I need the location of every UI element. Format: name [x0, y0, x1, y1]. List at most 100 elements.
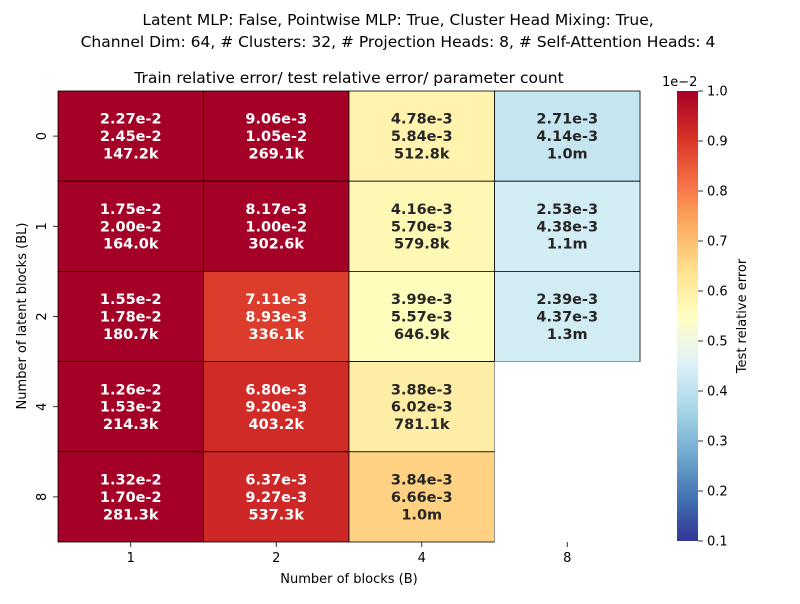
cell-annotation-line: 3.88e-3 [391, 382, 453, 398]
heatmap-cell [203, 361, 350, 453]
cell-annotation-line: 2.00e-2 [100, 219, 162, 235]
cell-annotation: 1.26e-2 1.53e-2 214.3k [100, 382, 162, 433]
cell-annotation-line: 302.6k [248, 237, 304, 253]
cell-annotation: 8.17e-3 1.00e-2 302.6k [245, 202, 307, 253]
y-tick-label: 8 [35, 493, 50, 501]
cell-annotation-line: 6.37e-3 [245, 472, 307, 488]
cell-annotation-line: 1.70e-2 [100, 490, 162, 506]
heatmap-cell [494, 270, 641, 362]
cell-annotation: 1.32e-2 1.70e-2 281.3k [100, 472, 162, 523]
heatmap-cell [348, 361, 495, 453]
heatmap-cell [57, 270, 204, 362]
colorbar-scale-label: 1e−2 [662, 75, 697, 90]
cell-annotation: 6.80e-3 9.20e-3 403.2k [245, 382, 307, 433]
cell-annotation-line: 3.84e-3 [391, 472, 453, 488]
cell-annotation: 1.55e-2 1.78e-2 180.7k [100, 292, 162, 343]
cell-annotation-line: 6.66e-3 [391, 490, 453, 506]
cell-annotation-line: 5.70e-3 [391, 219, 453, 235]
cell-annotation-line: 4.16e-3 [391, 202, 453, 218]
cell-annotation-line: 1.75e-2 [100, 202, 162, 218]
heatmap-cell [494, 90, 641, 182]
cell-annotation-line: 1.05e-2 [245, 129, 307, 145]
cell-annotation-line: 8.17e-3 [245, 202, 307, 218]
cell-annotation: 3.84e-3 6.66e-3 1.0m [391, 472, 453, 523]
heatmap-cell-empty [494, 451, 640, 542]
cell-annotation: 4.16e-3 5.70e-3 579.8k [391, 202, 453, 253]
colorbar-tick-label: 1.0 [707, 85, 728, 100]
cell-annotation-line: 1.78e-2 [100, 309, 162, 325]
cell-annotation: 9.06e-3 1.05e-2 269.1k [245, 112, 307, 163]
cell-annotation-line: 5.84e-3 [391, 129, 453, 145]
cell-annotation-line: 180.7k [103, 327, 159, 343]
heatmap-cell [348, 451, 495, 543]
cell-annotation-line: 646.9k [394, 327, 450, 343]
cell-annotation-line: 4.38e-3 [536, 219, 598, 235]
cell-annotation-line: 1.3m [547, 327, 588, 343]
cell-annotation-line: 1.32e-2 [100, 472, 162, 488]
y-tick-label: 0 [35, 132, 50, 140]
suptitle-line-1: Latent MLP: False, Pointwise MLP: True, … [142, 11, 653, 29]
cell-annotation-line: 5.57e-3 [391, 309, 453, 325]
cell-annotation-line: 8.93e-3 [245, 309, 307, 325]
cell-annotation-line: 1.55e-2 [100, 292, 162, 308]
heatmap-cell [348, 90, 495, 182]
cell-annotation-line: 2.71e-3 [536, 112, 598, 128]
suptitle-line-2: Channel Dim: 64, # Clusters: 32, # Proje… [81, 33, 716, 51]
heatmap-cell [494, 180, 641, 272]
x-tick-label: 4 [418, 551, 426, 566]
cell-annotation-line: 1.26e-2 [100, 382, 162, 398]
cell-annotation: 7.11e-3 8.93e-3 336.1k [245, 292, 307, 343]
cell-annotation: 6.37e-3 9.27e-3 537.3k [245, 472, 307, 523]
cell-annotation-line: 403.2k [248, 417, 304, 433]
cell-annotation-line: 3.99e-3 [391, 292, 453, 308]
cell-annotation-line: 781.1k [394, 417, 450, 433]
cell-annotation-line: 147.2k [103, 146, 159, 162]
cell-annotation-line: 214.3k [103, 417, 159, 433]
colorbar-tick-label: 0.1 [707, 535, 728, 550]
colorbar-tick-label: 0.7 [707, 235, 728, 250]
x-axis-ticks: 1 2 4 8 [127, 542, 571, 566]
colorbar-tick-label: 0.4 [707, 385, 728, 400]
cell-annotation-line: 9.27e-3 [245, 490, 307, 506]
colorbar-tick-label: 0.3 [707, 435, 728, 450]
cell-annotation-line: 9.06e-3 [245, 112, 307, 128]
cell-annotation: 3.99e-3 5.57e-3 646.9k [391, 292, 453, 343]
heatmap-cell-empty [494, 361, 640, 452]
heatmap-cells: 2.27e-2 2.45e-2 147.2k 9.06e-3 1.05e-2 269.1k… [57, 90, 641, 543]
cell-annotation-line: 6.80e-3 [245, 382, 307, 398]
colorbar: 0.1 0.2 0.3 0.4 0.5 0.6 0.7 0.8 0.9 1.0 1e−2 Test… [662, 75, 750, 550]
heatmap-cell [348, 180, 495, 272]
cell-annotation-line: 269.1k [248, 146, 304, 162]
heatmap-cell [57, 90, 204, 182]
cell-annotation: 2.53e-3 4.38e-3 1.1m [536, 202, 598, 253]
heatmap-cell [348, 270, 495, 362]
heatmap-cell [203, 270, 350, 362]
cell-annotation-line: 2.39e-3 [536, 292, 598, 308]
colorbar-ticks: 0.1 0.2 0.3 0.4 0.5 0.6 0.7 0.8 0.9 1.0 [698, 85, 728, 550]
heatmap-cell [203, 451, 350, 543]
cell-annotation: 4.78e-3 5.84e-3 512.8k [391, 112, 453, 163]
heatmap-cell [203, 180, 350, 272]
x-tick-label: 8 [563, 551, 571, 566]
colorbar-gradient [677, 91, 698, 541]
y-axis-label: Number of latent blocks (BL) [15, 223, 30, 410]
cell-annotation-line: 512.8k [394, 146, 450, 162]
chart-title: Train relative error/ test relative erro… [133, 69, 563, 87]
x-axis-label: Number of blocks (B) [280, 572, 417, 587]
cell-annotation-line: 1.1m [547, 237, 588, 253]
y-tick-label: 2 [35, 312, 50, 320]
colorbar-tick-label: 0.6 [707, 285, 728, 300]
colorbar-tick-label: 0.2 [707, 485, 728, 500]
y-axis-ticks: 0 1 2 4 8 [35, 132, 58, 501]
cell-annotation-line: 336.1k [248, 327, 304, 343]
cell-annotation-line: 164.0k [103, 237, 159, 253]
cell-annotation-line: 7.11e-3 [245, 292, 307, 308]
cell-annotation: 3.88e-3 6.02e-3 781.1k [391, 382, 453, 433]
cell-annotation-line: 1.53e-2 [100, 400, 162, 416]
colorbar-tick-label: 0.8 [707, 185, 728, 200]
cell-annotation-line: 2.53e-3 [536, 202, 598, 218]
cell-annotation: 1.75e-2 2.00e-2 164.0k [100, 202, 162, 253]
colorbar-label: Test relative error [735, 258, 750, 374]
colorbar-tick-label: 0.9 [707, 135, 728, 150]
